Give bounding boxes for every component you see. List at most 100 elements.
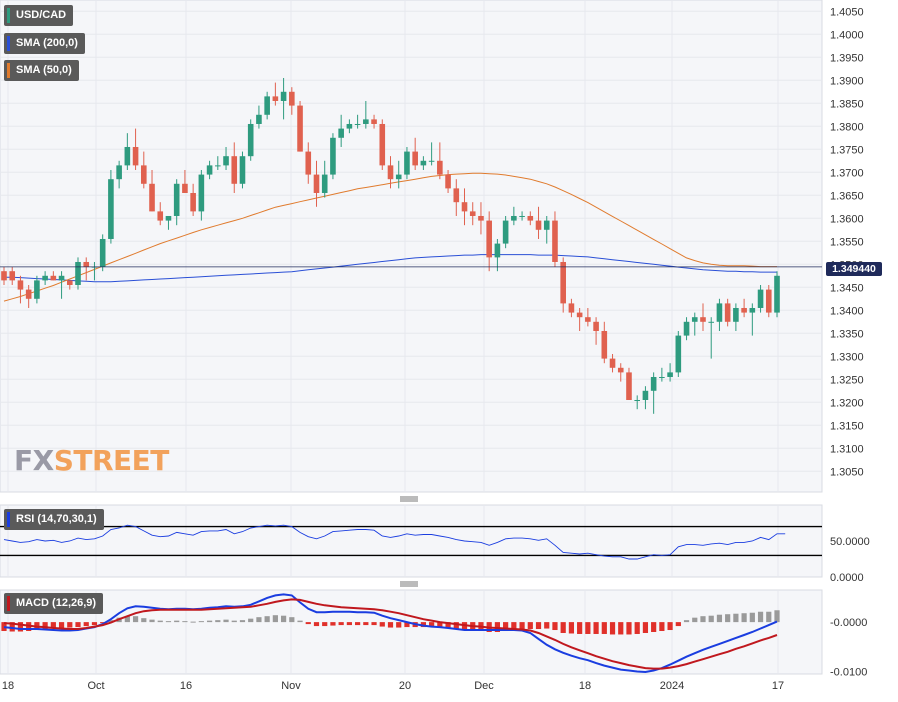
- macd-hist-bar: [601, 622, 607, 634]
- x-tick-label: 17: [772, 680, 784, 692]
- legend-macd[interactable]: MACD (12,26,9): [4, 593, 104, 614]
- macd-hist-bar: [387, 622, 394, 628]
- candle-body: [239, 156, 246, 184]
- macd-hist-bar: [264, 616, 270, 623]
- macd-hist-bar: [371, 622, 377, 626]
- x-tick-label: Dec: [474, 680, 494, 692]
- x-tick-label: 18: [579, 680, 591, 692]
- candle-body: [83, 261, 90, 267]
- macd-hist-bar: [453, 622, 459, 629]
- last-price-label: 1.349440: [826, 262, 882, 276]
- candle-body: [140, 165, 147, 184]
- legend-swatch: [7, 8, 10, 23]
- macd-hist-bar: [404, 622, 410, 628]
- candle-body: [478, 215, 484, 221]
- y-tick-label: 1.3850: [830, 98, 864, 110]
- y-tick-label: 1.3350: [830, 328, 864, 340]
- macd-hist-bar: [766, 611, 772, 623]
- macd-hist-bar: [108, 620, 114, 623]
- candle-body: [66, 280, 73, 285]
- x-tick-label: 16: [180, 680, 192, 692]
- y-tick-label: 1.3300: [830, 351, 864, 363]
- legend-swatch: [7, 36, 10, 51]
- macd-hist-bar: [330, 622, 336, 626]
- macd-hist-bar: [231, 620, 237, 623]
- legend-swatch: [7, 512, 10, 527]
- candle-body: [741, 307, 747, 313]
- candle-body: [182, 183, 188, 193]
- macd-hist-bar: [305, 622, 311, 625]
- candle-body: [683, 321, 690, 336]
- candle-body: [519, 215, 525, 217]
- candle-body: [165, 215, 172, 221]
- legend-symbol[interactable]: USD/CAD: [4, 5, 74, 26]
- candle-body: [437, 160, 443, 175]
- logo-part2: STREET: [53, 444, 170, 477]
- candle-body: [305, 151, 312, 175]
- candle-body: [223, 156, 229, 166]
- pane-1: [0, 504, 823, 578]
- y-tick-label: 1.4000: [830, 29, 864, 41]
- legend-sma50-label: SMA (50,0): [16, 64, 72, 76]
- candle-body: [395, 174, 402, 180]
- macd-hist-bar: [519, 622, 525, 630]
- macd-hist-bar: [585, 622, 591, 634]
- macd-hist-bar: [124, 616, 130, 623]
- candle-body: [486, 220, 492, 258]
- candle-body: [346, 123, 353, 129]
- candle-body: [601, 330, 608, 359]
- macd-hist-bar: [190, 621, 196, 623]
- y-tick-label: 1.3700: [830, 167, 864, 179]
- macd-hist-bar: [297, 620, 303, 623]
- candle-body: [379, 123, 386, 166]
- candle-body: [420, 160, 427, 166]
- candle-body: [445, 174, 451, 189]
- candle-body: [412, 151, 418, 166]
- macd-hist-bar: [675, 622, 681, 627]
- macd-hist-bar: [568, 622, 575, 634]
- candle-body: [99, 238, 106, 267]
- macd-hist-bar: [437, 622, 443, 628]
- candle-body: [716, 303, 723, 322]
- candle-body: [774, 275, 780, 313]
- candle-body: [157, 211, 164, 221]
- macd-hist-bar: [527, 622, 533, 630]
- macd-hist-bar: [609, 622, 616, 635]
- macd-hist-bar: [659, 622, 665, 632]
- macd-tick-label: -0.0100: [830, 667, 867, 679]
- candle-body: [132, 146, 139, 166]
- legend-sma50[interactable]: SMA (50,0): [4, 60, 79, 81]
- macd-hist-bar: [83, 622, 89, 627]
- candle-body: [749, 307, 756, 313]
- macd-hist-bar: [683, 620, 690, 623]
- candle-body: [116, 165, 122, 180]
- y-tick-label: 1.3600: [830, 213, 864, 225]
- candle-body: [527, 215, 534, 221]
- macd-hist-bar: [667, 622, 673, 631]
- legend-rsi[interactable]: RSI (14,70,30,1): [4, 509, 104, 530]
- candle-body: [149, 183, 155, 212]
- candle-body: [765, 289, 772, 313]
- macd-hist-bar: [445, 622, 451, 628]
- legend-sma200[interactable]: SMA (200,0): [4, 33, 85, 54]
- y-tick-label: 1.4050: [830, 6, 864, 18]
- candle-body: [289, 91, 295, 106]
- macd-hist-bar: [338, 622, 344, 626]
- y-tick-label: 1.3200: [830, 397, 864, 409]
- macd-hist-bar: [313, 622, 320, 627]
- legend-macd-label: MACD (12,26,9): [16, 597, 97, 609]
- candle-body: [642, 390, 649, 400]
- y-tick-label: 1.3550: [830, 236, 864, 248]
- candle-body: [17, 280, 24, 290]
- macd-hist-bar: [560, 622, 566, 633]
- legend-sma200-label: SMA (200,0): [16, 37, 78, 49]
- rsi-tick-label: 50.0000: [830, 536, 870, 548]
- macd-hist-bar: [182, 621, 188, 623]
- macd-hist-bar: [280, 615, 287, 623]
- macd-hist-bar: [544, 622, 550, 629]
- candle-body: [634, 399, 641, 401]
- candle-body: [700, 317, 706, 322]
- y-tick-label: 1.3100: [830, 443, 864, 455]
- candle-body: [313, 174, 320, 193]
- candle-body: [363, 119, 369, 124]
